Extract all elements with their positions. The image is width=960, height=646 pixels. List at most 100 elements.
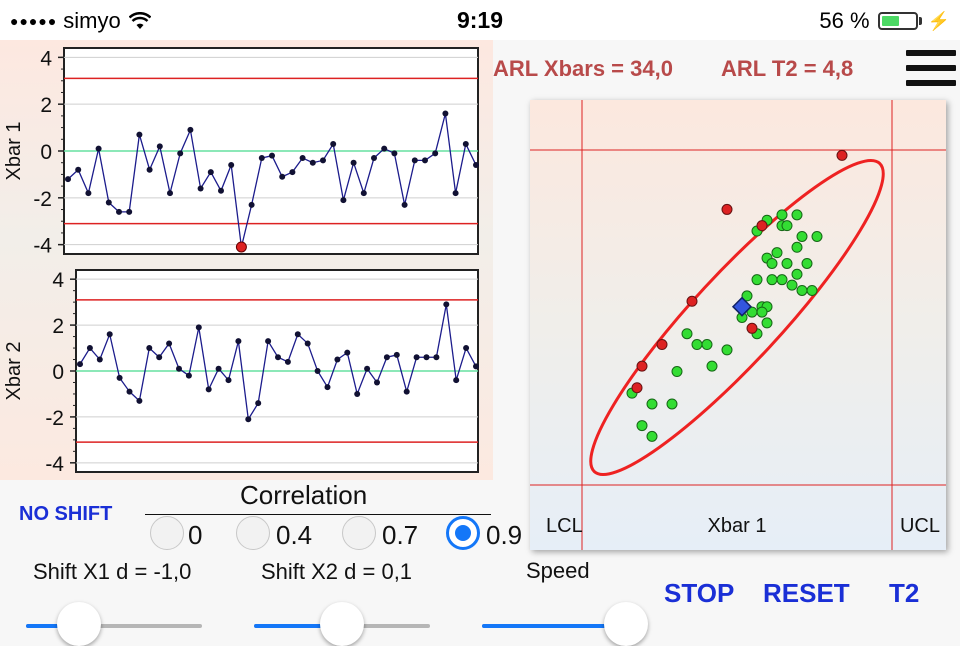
radio-button-selected[interactable] (446, 516, 480, 550)
data-point (75, 166, 82, 173)
data-point (403, 388, 410, 395)
y-tick-label: -2 (45, 407, 64, 430)
scatter-point-out-of-control (746, 322, 758, 334)
scatter-point-in-control (796, 284, 808, 296)
scatter-point-in-control (691, 339, 703, 351)
scatter-point-in-control (721, 344, 733, 356)
data-point (126, 208, 133, 215)
data-point (411, 157, 418, 164)
scatter-point-in-control (796, 230, 808, 242)
signal-dots-icon: ●●●●● (10, 13, 58, 29)
data-point (371, 155, 377, 162)
data-point (442, 110, 449, 117)
radio-button[interactable] (342, 516, 376, 550)
slider-thumb[interactable] (56, 602, 101, 646)
no-shift-button[interactable]: NO SHIFT (19, 503, 113, 525)
scatter-point-out-of-control (636, 360, 648, 372)
data-point (116, 374, 123, 381)
slider-fill (482, 624, 626, 628)
shift-x2-slider[interactable] (254, 602, 430, 646)
data-point (185, 372, 192, 379)
data-point (65, 176, 71, 183)
battery-percent: 56 % (819, 8, 870, 33)
hamburger-menu-icon[interactable] (906, 50, 956, 90)
correlation-title: Correlation (240, 480, 368, 510)
y-tick-label: 0 (40, 141, 52, 164)
data-point (324, 384, 331, 391)
data-point (176, 365, 182, 372)
data-point (248, 201, 255, 208)
slider-thumb[interactable] (320, 602, 364, 646)
xbar-chart-2: 4 2 0 -2 -4 Xbar 2 (3, 269, 479, 476)
data-point (85, 190, 92, 197)
reset-button[interactable]: RESET (763, 578, 850, 608)
data-point (354, 390, 361, 397)
scatter-point-in-control (766, 274, 778, 286)
slider-thumb[interactable] (604, 602, 648, 646)
radio-label: 0.9 (486, 520, 523, 550)
y-tick-label: 2 (40, 94, 52, 117)
data-point (304, 340, 311, 347)
x-lcl-label: LCL (546, 515, 583, 537)
data-point (340, 197, 347, 204)
radio-button[interactable] (236, 516, 270, 550)
data-point (320, 157, 326, 164)
data-point (255, 400, 262, 407)
data-point (423, 354, 430, 361)
data-point (350, 159, 357, 166)
x-ucl-label: UCL (900, 515, 940, 537)
data-point (167, 190, 173, 197)
battery-level-fill (881, 16, 900, 26)
speed-label: Speed (526, 558, 590, 583)
data-point (116, 208, 122, 215)
data-point (228, 162, 235, 169)
status-time: 9:19 (456, 7, 504, 33)
carrier-name: simyo (63, 8, 121, 33)
speed-slider[interactable] (482, 602, 648, 646)
scatter-point-out-of-control (686, 295, 698, 307)
data-point (105, 199, 112, 206)
data-point (126, 388, 133, 395)
scatter-point-in-control (706, 360, 718, 372)
data-point (443, 301, 450, 308)
correlation-divider (145, 514, 491, 515)
y-tick-label: -4 (33, 235, 52, 258)
scatter-point-in-control (791, 268, 803, 280)
t2-button[interactable]: T2 (889, 578, 920, 608)
data-point (453, 377, 460, 384)
data-point (422, 157, 428, 164)
arl-t2-label: ARL T2 = 4,8 (721, 56, 854, 81)
radio-button[interactable] (150, 516, 184, 550)
shift-x1-slider[interactable] (26, 602, 202, 646)
y-tick-label: 4 (40, 47, 52, 70)
stop-button[interactable]: STOP (664, 578, 735, 608)
data-point (235, 338, 242, 345)
slider-fill (254, 624, 342, 628)
scatter-point-in-control (791, 241, 803, 253)
scatter-point-in-control (781, 220, 793, 232)
data-point (289, 169, 296, 176)
data-point (77, 361, 83, 368)
data-point (136, 397, 143, 404)
data-point (86, 345, 93, 352)
y-tick-label: -4 (45, 453, 64, 476)
data-point (218, 187, 224, 194)
status-left: ●●●●● simyo (10, 8, 151, 34)
data-point (294, 331, 301, 338)
scatter-point-in-control (776, 209, 788, 221)
data-point (334, 356, 341, 363)
radio-label: 0 (188, 520, 203, 550)
scatter-point-in-control (646, 430, 658, 442)
slider-fill (26, 624, 79, 628)
battery-tip (918, 17, 922, 25)
data-point (344, 349, 351, 356)
data-point (95, 145, 102, 152)
data-point (330, 140, 337, 147)
scatter-point-in-control (636, 420, 648, 432)
scatter-point-in-control (756, 306, 768, 318)
data-point (452, 190, 459, 197)
data-point (383, 354, 390, 361)
scatter-point-in-control (786, 279, 798, 291)
scatter-point-in-control (646, 398, 658, 410)
data-point (299, 155, 306, 162)
